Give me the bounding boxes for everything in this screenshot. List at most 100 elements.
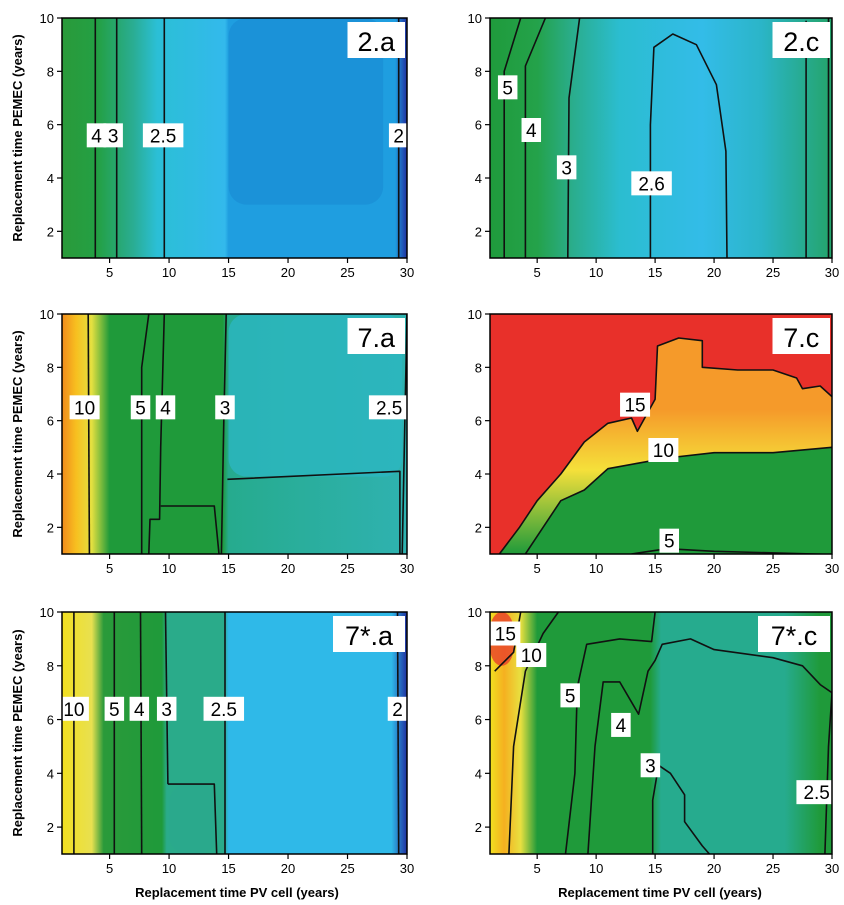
y-tick-label: 8	[475, 360, 482, 375]
x-tick-label: 20	[707, 561, 721, 576]
x-tick-label: 5	[106, 861, 113, 876]
contour-label: 4	[616, 716, 627, 737]
y-tick-label: 8	[475, 64, 482, 79]
contour-line	[160, 505, 220, 554]
y-tick-label: 2	[475, 520, 482, 535]
x-tick-label: 15	[221, 561, 235, 576]
x-tick-label: 5	[106, 561, 113, 576]
contour-label: 3	[108, 126, 119, 147]
contour-line	[498, 337, 832, 554]
contour-label: 10	[521, 646, 542, 667]
contour-label-box	[368, 395, 407, 420]
plot-frame	[61, 611, 408, 855]
contour-label: 4	[134, 700, 145, 721]
x-tick-label: 30	[400, 265, 414, 280]
contour-label-box	[142, 123, 184, 148]
x-tick-label: 15	[648, 561, 662, 576]
contour-label-box	[69, 395, 100, 420]
contour-label: 2	[393, 126, 404, 147]
y-tick-label: 4	[475, 171, 482, 186]
panel-title: 7.a	[357, 323, 396, 353]
y-tick-label: 4	[47, 467, 54, 482]
x-tick-label: 25	[340, 265, 354, 280]
contour-label-box	[796, 780, 832, 805]
y-tick-label: 4	[47, 171, 54, 186]
y-axis-label: Replacement time PEMEC (years)	[10, 330, 25, 537]
x-tick-label: 20	[707, 861, 721, 876]
contour-label-box	[129, 696, 150, 721]
contour-line	[87, 314, 91, 554]
panel-7.c: 15 10 5 7.c 5 10 15 20 25 30 2 4 6 8 10	[468, 307, 840, 576]
x-tick-label: 25	[766, 265, 780, 280]
heat-field	[62, 612, 407, 854]
contour-label-box	[387, 696, 407, 721]
contour-line	[649, 33, 728, 258]
plot-frame	[61, 313, 408, 555]
heat-region	[228, 18, 384, 205]
contour-line	[167, 783, 218, 854]
x-tick-label: 20	[281, 265, 295, 280]
contour-label: 2.6	[638, 174, 664, 195]
contour-label: 15	[624, 396, 645, 417]
contour-label: 5	[664, 532, 675, 553]
contour-line	[524, 446, 832, 554]
plot-area: 10 5 4 3 2.5 2	[62, 612, 407, 854]
contour-line	[564, 612, 656, 854]
x-tick-label: 30	[400, 861, 414, 876]
x-tick-label: 20	[281, 861, 295, 876]
contour-line	[631, 547, 832, 554]
contour-label-box	[648, 438, 679, 462]
y-tick-label: 8	[475, 659, 482, 674]
contour-line	[508, 612, 560, 854]
contour-line	[524, 18, 547, 258]
contour-label-box	[521, 118, 542, 142]
x-tick-label: 15	[648, 861, 662, 876]
x-tick-label: 25	[340, 561, 354, 576]
y-tick-label: 6	[47, 118, 54, 133]
contour-label: 4	[91, 126, 102, 147]
panel-7*.a: 10 5 4 3 2.5 27*.a5 10 15 20 25 30246810Replacemen…	[10, 605, 414, 876]
x-tick-label: 10	[589, 861, 603, 876]
y-tick-label: 2	[475, 224, 482, 239]
panel-title-box	[347, 318, 405, 354]
contour-label: 5	[135, 398, 146, 419]
y-tick-label: 8	[47, 360, 54, 375]
y-tick-label: 8	[47, 64, 54, 79]
plot-frame	[489, 611, 833, 855]
panel-title-box	[772, 22, 830, 58]
contour-label-box	[104, 696, 125, 721]
y-tick-label: 2	[47, 224, 54, 239]
contour-label: 15	[495, 625, 516, 646]
x-tick-label: 20	[707, 265, 721, 280]
x-tick-label: 10	[162, 265, 176, 280]
y-axis-label: Replacement time PEMEC (years)	[10, 629, 25, 836]
y-tick-label: 4	[47, 766, 54, 781]
contour-line	[824, 692, 832, 854]
x-tick-label: 20	[281, 561, 295, 576]
plot-area: 15 10 5	[490, 314, 832, 554]
contour-label-box	[560, 683, 580, 708]
y-tick-label: 10	[40, 11, 54, 26]
contour-label-box	[497, 75, 518, 100]
y-tick-label: 2	[475, 820, 482, 835]
plot-frame	[489, 313, 833, 555]
contour-label-box	[556, 155, 577, 180]
contour-label: 10	[74, 398, 95, 419]
contour-label-box	[640, 753, 661, 778]
contour-label-box	[490, 621, 521, 646]
y-axis-label: Replacement time PEMEC (years)	[10, 34, 25, 241]
heat-region	[228, 314, 403, 477]
contour-label-box	[620, 392, 651, 417]
contour-label: 2	[392, 700, 403, 721]
x-tick-label: 5	[534, 265, 541, 280]
panel-7.a: 10 5 4 3 2.57.a5 10 15 20 25 30246810Replacement …	[10, 307, 414, 576]
contour-label-box	[516, 643, 547, 668]
panel-title: 2.c	[783, 27, 819, 57]
x-tick-label: 10	[162, 561, 176, 576]
contour-label: 5	[109, 700, 120, 721]
x-tick-label: 10	[162, 861, 176, 876]
contour-label-box	[611, 712, 631, 737]
